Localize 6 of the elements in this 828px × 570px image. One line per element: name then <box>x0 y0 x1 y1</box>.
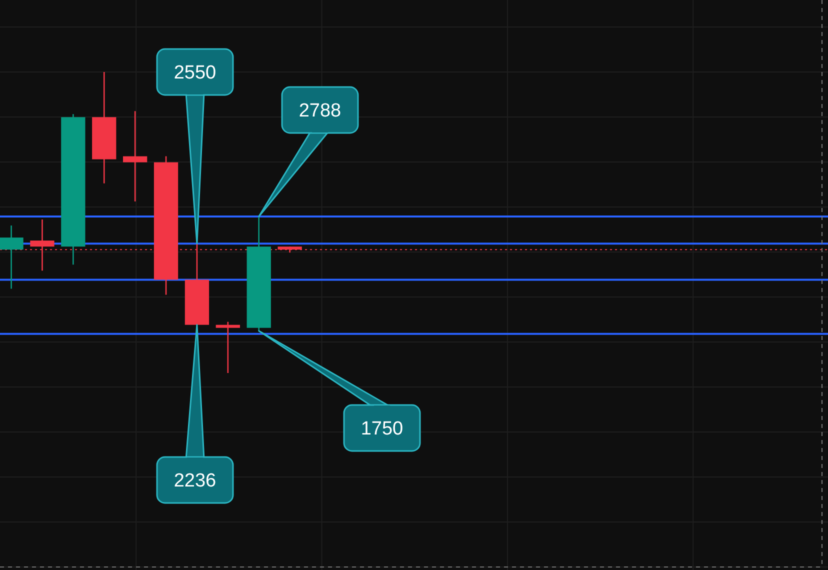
text: 2236 <box>174 470 216 492</box>
annotation: 2788 <box>298 100 342 122</box>
annotation: 2550 <box>174 62 216 84</box>
candlestick <box>123 110 148 202</box>
text: 1750 <box>360 418 404 440</box>
candlestick <box>216 321 240 374</box>
